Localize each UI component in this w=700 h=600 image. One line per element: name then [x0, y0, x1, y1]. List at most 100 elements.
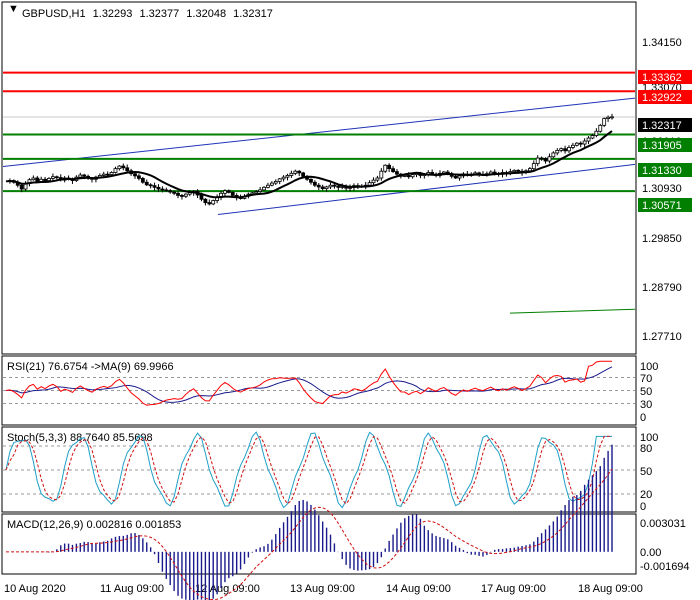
stoch-tick: 80	[640, 443, 652, 455]
candle-body	[230, 192, 235, 196]
rsi-tick: 50	[640, 386, 652, 398]
candle-body	[410, 174, 415, 178]
collapse-arrow-icon[interactable]: ▼	[8, 3, 19, 15]
channel-upper-line	[2, 97, 636, 168]
macd-tick: 0.003031	[640, 518, 686, 530]
candle-body	[320, 186, 325, 190]
x-tick: 11 Aug 09:00	[100, 583, 164, 595]
price-tick: 1.34150	[642, 37, 682, 49]
candle-body	[133, 173, 137, 177]
candle-body	[109, 172, 114, 176]
support-badge	[638, 163, 692, 177]
candle-body	[211, 200, 216, 205]
candle-body	[328, 184, 333, 188]
candle-body	[555, 149, 560, 154]
candle-body	[183, 193, 188, 197]
candle-body	[125, 167, 130, 172]
candle-body	[332, 184, 337, 187]
candle-body	[574, 142, 579, 146]
candle-body	[563, 148, 567, 152]
candle-body	[571, 144, 575, 148]
rsi-tick: 100	[640, 361, 658, 373]
support-badge-text: 1.31330	[642, 165, 682, 177]
rsi-line	[5, 360, 612, 406]
candle-body	[297, 170, 302, 174]
support-badge	[638, 138, 692, 152]
candle-body	[156, 186, 161, 190]
support-badge	[638, 198, 692, 212]
candle-body	[535, 157, 540, 164]
support-badge-text: 1.30571	[642, 200, 682, 212]
moving-average-line	[5, 130, 613, 199]
candle-body	[160, 188, 165, 191]
candle-body	[137, 175, 141, 179]
candle-body	[281, 176, 286, 180]
candle-body	[559, 148, 564, 151]
stoch-label: Stoch(5,3,3) 88.7640 85.5698	[7, 432, 153, 444]
candle-body	[379, 170, 384, 179]
macd-label: MACD(12,26,9) 0.002816 0.001853	[7, 519, 181, 531]
candle-body	[262, 186, 266, 191]
candle-body	[203, 198, 208, 204]
candle-body	[383, 164, 388, 172]
resistance-badge-text: 1.32922	[642, 92, 682, 104]
candle-body	[516, 169, 521, 172]
candle-body	[590, 135, 595, 139]
rsi-tick: 30	[640, 399, 652, 411]
candle-body	[199, 194, 204, 200]
candle-body	[301, 172, 306, 177]
candle-body	[113, 168, 118, 173]
candle-body	[567, 147, 571, 152]
rsi-tick: 0	[640, 412, 646, 424]
candle-body	[367, 182, 372, 186]
macd-signal-line	[6, 468, 613, 600]
rsi-y-axis: 100 70 50 30 0	[640, 361, 658, 424]
macd-y-axis: 0.003031 0.00 -0.001694	[640, 518, 690, 573]
resistance-badge	[638, 90, 692, 104]
candle-body	[336, 185, 341, 188]
candle-body	[539, 157, 544, 160]
candle-body	[277, 178, 282, 182]
candle-body	[602, 118, 607, 126]
candle-body	[312, 181, 317, 186]
candle-body	[269, 182, 274, 186]
stoch-tick: 100	[640, 432, 658, 444]
resistance-badge-text: 1.33362	[642, 72, 682, 84]
candle-body	[140, 178, 145, 183]
candle-body	[258, 189, 263, 192]
price-tick: 1.27710	[642, 331, 682, 343]
candle-body	[254, 191, 259, 194]
candle-body	[51, 176, 55, 179]
candle-body	[543, 158, 548, 162]
candle-body	[117, 165, 122, 170]
candle-body	[54, 176, 59, 179]
candle-body	[453, 175, 458, 179]
candle-body	[371, 179, 376, 184]
level-badges: 1.33362 1.32922 1.32317 1.31905 1.31330 …	[638, 70, 692, 212]
candle-body	[223, 190, 227, 194]
candle-body	[148, 184, 153, 187]
candle-body	[47, 178, 51, 181]
x-tick: 14 Aug 09:00	[386, 583, 451, 595]
resistance-badge	[638, 70, 692, 84]
stoch-tick: 20	[640, 489, 652, 501]
candle-body	[551, 152, 556, 158]
candle-body	[457, 175, 462, 179]
candle-body	[285, 175, 290, 178]
candle-body	[441, 171, 446, 174]
candle-body	[121, 165, 126, 169]
candle-body	[606, 116, 610, 119]
current-price-text: 1.32317	[642, 120, 682, 132]
candle-body	[402, 175, 407, 177]
candle-body	[19, 184, 24, 190]
candle-body	[152, 185, 157, 188]
candle-body	[105, 173, 110, 176]
candle-body	[180, 195, 184, 197]
candle-body	[375, 177, 380, 181]
rsi-label: RSI(21) 76.6754 ->MA(9) 69.9966	[7, 361, 174, 373]
stoch-tick: 50	[640, 466, 652, 478]
stoch-main-line	[5, 431, 612, 509]
candle-body	[586, 137, 591, 142]
candle-body	[406, 175, 411, 178]
